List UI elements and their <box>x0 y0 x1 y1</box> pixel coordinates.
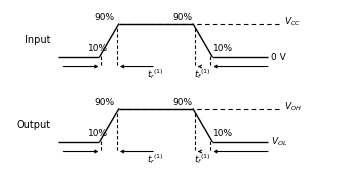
Text: Input: Input <box>25 35 50 45</box>
Text: $t_f$$^{(1)}$: $t_f$$^{(1)}$ <box>194 68 211 81</box>
Text: $t_f$$^{(1)}$: $t_f$$^{(1)}$ <box>194 152 211 166</box>
Text: $V_{OL}$: $V_{OL}$ <box>271 136 287 148</box>
Text: 10%: 10% <box>213 129 233 138</box>
Text: $V_{CC}$: $V_{CC}$ <box>284 16 301 28</box>
Text: 90%: 90% <box>95 98 115 107</box>
Text: 90%: 90% <box>173 98 193 107</box>
Text: $t_r$$^{(1)}$: $t_r$$^{(1)}$ <box>147 152 164 166</box>
Text: $V_{OH}$: $V_{OH}$ <box>284 101 301 113</box>
Text: 10%: 10% <box>89 44 109 53</box>
Text: 90%: 90% <box>95 13 115 22</box>
Text: $t_r$$^{(1)}$: $t_r$$^{(1)}$ <box>147 68 164 81</box>
Text: 10%: 10% <box>213 44 233 53</box>
Text: 0 V: 0 V <box>271 53 285 62</box>
Text: 10%: 10% <box>89 129 109 138</box>
Text: 90%: 90% <box>173 13 193 22</box>
Text: Output: Output <box>16 120 50 130</box>
